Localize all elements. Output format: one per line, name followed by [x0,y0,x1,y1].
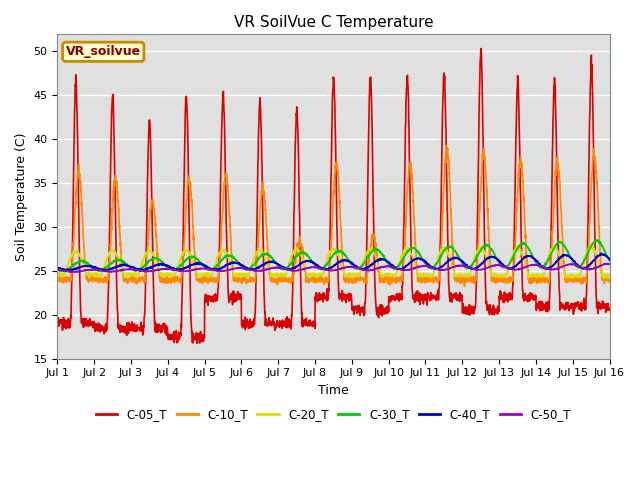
C-20_T [586,242,594,248]
C-40_T [54,265,61,271]
C-30_T [61,269,69,275]
X-axis label: Time: Time [318,384,349,397]
C-05_T [557,300,565,306]
Line: C-10_T: C-10_T [58,145,609,286]
C-20_T [562,276,570,281]
C-20_T [54,271,61,276]
C-10_T [442,143,450,148]
C-05_T [605,307,613,313]
C-50_T [557,264,564,270]
C-20_T [494,273,502,278]
C-10_T [461,283,468,289]
C-50_T [605,261,613,267]
C-30_T [572,263,580,268]
C-50_T [494,262,502,268]
Line: C-40_T: C-40_T [58,253,609,271]
Line: C-50_T: C-50_T [58,264,609,272]
Line: C-30_T: C-30_T [58,240,609,272]
C-05_T [362,295,369,301]
C-30_T [605,258,613,264]
C-30_T [362,258,369,264]
C-20_T [349,272,357,277]
C-50_T [604,261,611,266]
C-20_T [572,273,580,278]
C-20_T [605,272,613,277]
C-05_T [54,316,61,322]
C-40_T [102,268,110,274]
C-05_T [208,294,216,300]
C-10_T [207,278,215,284]
C-05_T [193,341,201,347]
C-30_T [349,264,357,270]
C-30_T [54,266,61,272]
C-40_T [597,251,605,256]
Line: C-20_T: C-20_T [58,245,609,278]
C-40_T [349,262,357,267]
C-05_T [495,309,502,315]
C-30_T [208,266,216,272]
C-10_T [349,280,357,286]
Legend: C-05_T, C-10_T, C-20_T, C-30_T, C-40_T, C-50_T: C-05_T, C-10_T, C-20_T, C-30_T, C-40_T, … [92,404,575,426]
Text: VR_soilvue: VR_soilvue [66,45,141,58]
Y-axis label: Soil Temperature (C): Soil Temperature (C) [15,132,28,261]
C-30_T [494,258,502,264]
C-50_T [208,267,216,273]
C-50_T [349,264,357,270]
C-10_T [495,279,502,285]
C-05_T [573,301,580,307]
C-50_T [54,267,61,273]
C-40_T [208,267,216,273]
C-05_T [477,46,484,51]
C-40_T [605,256,613,262]
C-40_T [572,261,580,266]
C-20_T [207,272,215,277]
C-05_T [349,303,357,309]
C-30_T [593,237,601,243]
C-20_T [557,256,564,262]
C-10_T [605,277,613,283]
Title: VR SoilVue C Temperature: VR SoilVue C Temperature [234,15,433,30]
C-40_T [494,256,502,262]
C-20_T [362,253,369,259]
Line: C-05_T: C-05_T [58,48,609,344]
C-50_T [362,267,369,273]
C-30_T [557,240,564,245]
C-10_T [557,207,565,213]
C-50_T [72,269,79,275]
C-10_T [573,278,580,284]
C-40_T [362,266,369,272]
C-10_T [54,278,61,284]
C-10_T [362,277,369,283]
C-40_T [557,254,564,260]
C-50_T [572,263,580,268]
